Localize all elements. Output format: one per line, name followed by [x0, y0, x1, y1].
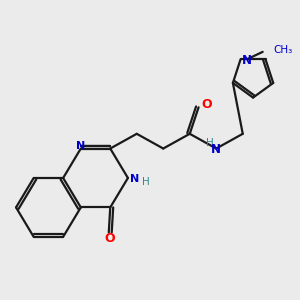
- Text: N: N: [76, 141, 86, 151]
- Text: N: N: [130, 174, 139, 184]
- Text: H: H: [206, 138, 214, 148]
- Text: O: O: [104, 232, 115, 245]
- Text: O: O: [202, 98, 212, 111]
- Text: N: N: [211, 143, 221, 157]
- Text: N: N: [242, 54, 251, 67]
- Text: H: H: [142, 177, 150, 188]
- Text: CH₃: CH₃: [273, 45, 292, 56]
